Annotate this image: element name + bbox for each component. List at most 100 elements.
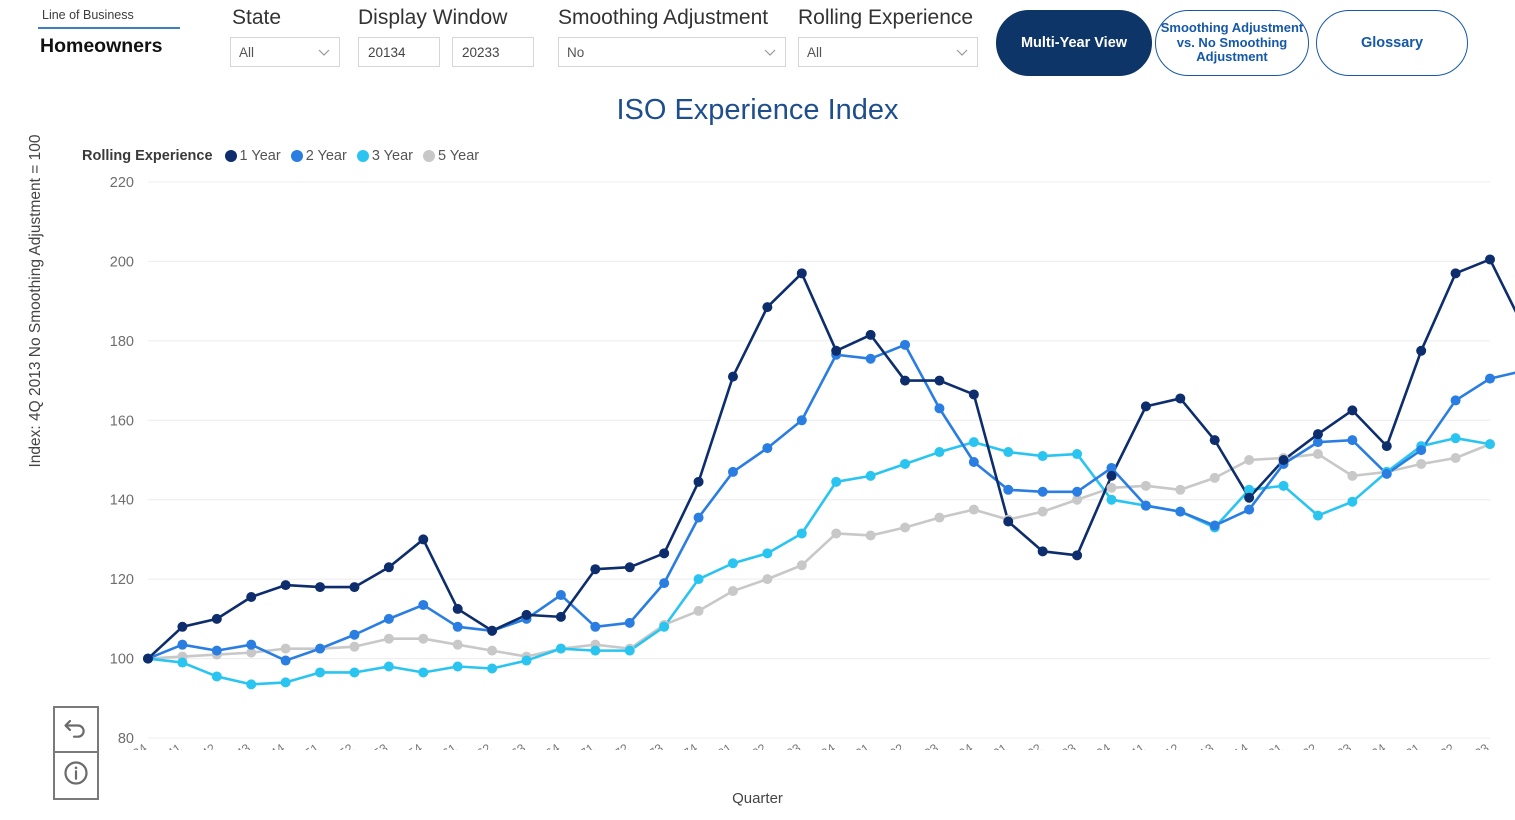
data-point[interactable] [1312, 429, 1323, 440]
data-point[interactable] [211, 613, 222, 624]
data-point[interactable] [1312, 449, 1323, 460]
data-point[interactable] [865, 353, 876, 364]
data-point[interactable] [487, 645, 498, 656]
data-point[interactable] [1106, 462, 1117, 473]
data-point[interactable] [934, 375, 945, 386]
data-point[interactable] [1072, 449, 1083, 460]
data-point[interactable] [831, 476, 842, 487]
legend-item-5-year[interactable]: 5 Year [422, 148, 479, 164]
data-point[interactable] [934, 403, 945, 414]
data-point[interactable] [1347, 435, 1358, 446]
data-point[interactable] [349, 641, 360, 652]
data-point[interactable] [1381, 468, 1392, 479]
data-point[interactable] [968, 456, 979, 467]
data-point[interactable] [693, 512, 704, 523]
data-point[interactable] [349, 582, 360, 593]
data-point[interactable] [1072, 486, 1083, 497]
data-point[interactable] [590, 621, 601, 632]
data-point[interactable] [762, 548, 773, 559]
data-point[interactable] [418, 599, 429, 610]
data-point[interactable] [555, 611, 566, 622]
data-point[interactable] [865, 329, 876, 340]
data-point[interactable] [1347, 405, 1358, 416]
display-window-start-input[interactable]: 20134 [358, 37, 440, 67]
data-point[interactable] [177, 639, 188, 650]
data-point[interactable] [315, 582, 326, 593]
data-point[interactable] [1209, 520, 1220, 531]
data-point[interactable] [727, 558, 738, 569]
data-point[interactable] [624, 645, 635, 656]
data-point[interactable] [452, 639, 463, 650]
data-point[interactable] [521, 655, 532, 666]
data-point[interactable] [1072, 494, 1083, 505]
data-point[interactable] [796, 560, 807, 571]
data-point[interactable] [831, 345, 842, 356]
data-point[interactable] [762, 574, 773, 585]
data-point[interactable] [693, 605, 704, 616]
data-point[interactable] [1175, 484, 1186, 495]
data-point[interactable] [211, 645, 222, 656]
data-point[interactable] [1003, 484, 1014, 495]
data-point[interactable] [246, 639, 257, 650]
undo-button[interactable] [53, 706, 99, 753]
data-point[interactable] [900, 522, 911, 533]
data-point[interactable] [1450, 395, 1461, 406]
data-point[interactable] [1209, 435, 1220, 446]
data-point[interactable] [1037, 486, 1048, 497]
data-point[interactable] [349, 667, 360, 678]
state-select[interactable]: All [230, 37, 340, 67]
data-point[interactable] [693, 574, 704, 585]
data-point[interactable] [624, 617, 635, 628]
data-point[interactable] [280, 580, 291, 591]
data-point[interactable] [659, 578, 670, 589]
data-point[interactable] [1037, 546, 1048, 557]
data-point[interactable] [968, 389, 979, 400]
data-point[interactable] [1381, 441, 1392, 452]
data-point[interactable] [934, 447, 945, 458]
data-point[interactable] [934, 512, 945, 523]
data-point[interactable] [1140, 500, 1151, 511]
data-point[interactable] [487, 663, 498, 674]
data-point[interactable] [1244, 484, 1255, 495]
multi-year-view-button[interactable]: Multi-Year View [996, 10, 1152, 76]
data-point[interactable] [452, 621, 463, 632]
data-point[interactable] [1416, 445, 1427, 456]
data-point[interactable] [1347, 470, 1358, 481]
data-point[interactable] [1106, 494, 1117, 505]
smoothing-adjustment-select[interactable]: No [558, 37, 786, 67]
data-point[interactable] [865, 530, 876, 541]
data-point[interactable] [831, 528, 842, 539]
data-point[interactable] [865, 470, 876, 481]
data-point[interactable] [659, 621, 670, 632]
data-point[interactable] [727, 466, 738, 477]
data-point[interactable] [280, 655, 291, 666]
data-point[interactable] [693, 476, 704, 487]
data-point[interactable] [1175, 393, 1186, 404]
data-point[interactable] [900, 458, 911, 469]
data-point[interactable] [727, 586, 738, 597]
line-of-business-filter[interactable]: Line of Business Homeowners [38, 8, 188, 58]
data-point[interactable] [1416, 458, 1427, 469]
data-point[interactable] [796, 415, 807, 426]
data-point[interactable] [487, 625, 498, 636]
data-point[interactable] [1072, 550, 1083, 561]
data-point[interactable] [418, 667, 429, 678]
data-point[interactable] [1485, 373, 1495, 384]
data-point[interactable] [796, 528, 807, 539]
data-point[interactable] [1037, 451, 1048, 462]
rolling-experience-select[interactable]: All [798, 37, 978, 67]
glossary-button[interactable]: Glossary [1316, 10, 1468, 76]
data-point[interactable] [727, 371, 738, 382]
data-point[interactable] [1140, 480, 1151, 491]
data-point[interactable] [383, 633, 394, 644]
display-window-end-input[interactable]: 20233 [452, 37, 534, 67]
data-point[interactable] [211, 671, 222, 682]
data-point[interactable] [383, 613, 394, 624]
data-point[interactable] [418, 534, 429, 545]
data-point[interactable] [796, 268, 807, 279]
data-point[interactable] [1209, 472, 1220, 483]
data-point[interactable] [1175, 506, 1186, 517]
data-point[interactable] [1244, 455, 1255, 465]
data-point[interactable] [1244, 504, 1255, 515]
data-point[interactable] [280, 643, 291, 654]
